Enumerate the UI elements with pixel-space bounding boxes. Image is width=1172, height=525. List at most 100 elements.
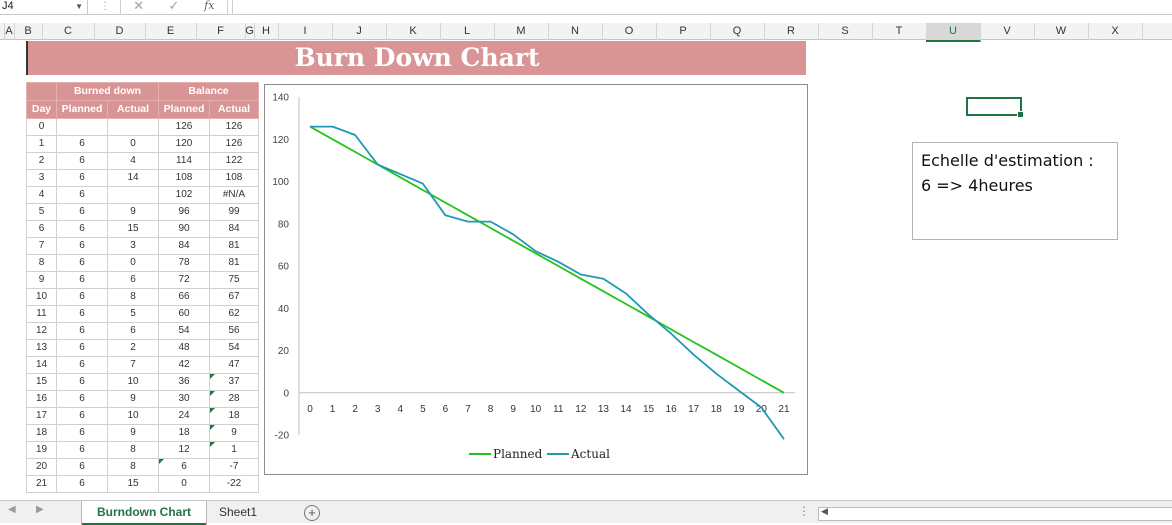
table-cell[interactable]: 37	[209, 373, 259, 391]
chevron-down-icon[interactable]: ▼	[75, 2, 83, 11]
table-cell[interactable]: 18	[209, 407, 259, 425]
table-cell[interactable]: 8	[107, 288, 159, 306]
table-cell[interactable]: 17	[26, 407, 57, 425]
table-cell[interactable]: 5	[107, 305, 159, 323]
header-burned-actual[interactable]: Actual	[107, 100, 159, 119]
header-day[interactable]: Day	[26, 100, 57, 119]
table-cell[interactable]: 6	[26, 220, 57, 238]
table-cell[interactable]: 6	[56, 475, 108, 493]
table-cell[interactable]: 8	[107, 441, 159, 459]
table-cell[interactable]: 81	[209, 237, 259, 255]
table-cell[interactable]: 75	[209, 271, 259, 289]
table-cell[interactable]: 1	[209, 441, 259, 459]
table-cell[interactable]: 15	[26, 373, 57, 391]
table-cell[interactable]: -22	[209, 475, 259, 493]
table-cell[interactable]: 6	[56, 237, 108, 255]
table-cell[interactable]: 6	[56, 390, 108, 408]
column-header-g[interactable]: G	[245, 23, 255, 40]
table-cell[interactable]: 14	[26, 356, 57, 374]
table-cell[interactable]: 0	[107, 135, 159, 153]
header-burned-planned[interactable]: Planned	[56, 100, 108, 119]
column-header-a[interactable]: A	[4, 23, 15, 40]
column-header-p[interactable]: P	[656, 23, 711, 40]
table-cell[interactable]: 21	[26, 475, 57, 493]
column-header-x[interactable]: X	[1088, 23, 1143, 40]
column-header-i[interactable]: I	[278, 23, 333, 40]
table-cell[interactable]: 108	[209, 169, 259, 187]
table-cell[interactable]: 84	[209, 220, 259, 238]
next-sheet-icon[interactable]: ▶	[36, 504, 44, 515]
table-cell[interactable]: 6	[107, 322, 159, 340]
table-cell[interactable]: 67	[209, 288, 259, 306]
header-empty-cell[interactable]	[26, 82, 57, 101]
table-cell[interactable]: 6	[56, 322, 108, 340]
table-cell[interactable]: 10	[26, 288, 57, 306]
table-cell[interactable]: 54	[209, 339, 259, 357]
table-cell[interactable]: 99	[209, 203, 259, 221]
table-cell[interactable]: 0	[26, 118, 57, 136]
table-cell[interactable]: 122	[209, 152, 259, 170]
table-cell[interactable]: 36	[158, 373, 210, 391]
table-cell[interactable]: 8	[107, 458, 159, 476]
table-cell[interactable]: 10	[107, 373, 159, 391]
table-cell[interactable]: 0	[107, 254, 159, 272]
table-cell[interactable]: 14	[107, 169, 159, 187]
sheet-tab-sheet1[interactable]: Sheet1	[218, 505, 258, 519]
table-cell[interactable]: 9	[26, 271, 57, 289]
table-cell[interactable]: 6	[107, 271, 159, 289]
enter-icon[interactable]: ✓	[168, 0, 180, 13]
table-cell[interactable]: 102	[158, 186, 210, 204]
name-box[interactable]: J4 ▼	[0, 0, 88, 14]
table-cell[interactable]: 0	[158, 475, 210, 493]
column-header-d[interactable]: D	[94, 23, 146, 40]
table-cell[interactable]	[107, 186, 159, 204]
table-cell[interactable]: 20	[26, 458, 57, 476]
table-cell[interactable]: 6	[56, 458, 108, 476]
table-cell[interactable]: 6	[56, 356, 108, 374]
table-cell[interactable]: 72	[158, 271, 210, 289]
table-cell[interactable]	[107, 118, 159, 136]
table-cell[interactable]: 6	[56, 203, 108, 221]
table-cell[interactable]: 62	[209, 305, 259, 323]
column-header-q[interactable]: Q	[710, 23, 765, 40]
table-cell[interactable]: 90	[158, 220, 210, 238]
column-header-v[interactable]: V	[980, 23, 1035, 40]
table-cell[interactable]: 15	[107, 220, 159, 238]
table-cell[interactable]: 126	[209, 118, 259, 136]
table-cell[interactable]: 6	[56, 186, 108, 204]
header-balance-planned[interactable]: Planned	[158, 100, 210, 119]
table-cell[interactable]: 78	[158, 254, 210, 272]
table-cell[interactable]: 54	[158, 322, 210, 340]
table-cell[interactable]: 16	[26, 390, 57, 408]
table-cell[interactable]: #N/A	[209, 186, 259, 204]
table-cell[interactable]: 81	[209, 254, 259, 272]
table-cell[interactable]: 6	[56, 220, 108, 238]
column-header-s[interactable]: S	[818, 23, 873, 40]
table-cell[interactable]: 4	[107, 152, 159, 170]
table-cell[interactable]: 48	[158, 339, 210, 357]
prev-sheet-icon[interactable]: ◀	[8, 504, 16, 515]
column-header-o[interactable]: O	[602, 23, 657, 40]
table-cell[interactable]: 6	[56, 135, 108, 153]
sheet-title-banner[interactable]: Burn Down Chart	[26, 41, 806, 75]
column-header-e[interactable]: E	[145, 23, 197, 40]
selected-cell[interactable]	[966, 97, 1024, 118]
scroll-left-icon[interactable]: ◀	[821, 506, 828, 516]
table-cell[interactable]: 13	[26, 339, 57, 357]
table-cell[interactable]	[56, 118, 108, 136]
table-cell[interactable]: 6	[56, 441, 108, 459]
column-header-f[interactable]: F	[196, 23, 246, 40]
table-cell[interactable]: 10	[107, 407, 159, 425]
table-cell[interactable]: 6	[56, 254, 108, 272]
table-cell[interactable]: 66	[158, 288, 210, 306]
horizontal-scrollbar[interactable]: ◀	[818, 506, 1172, 521]
table-cell[interactable]: 3	[107, 237, 159, 255]
tab-split-handle[interactable]: ⋮	[798, 504, 810, 518]
table-cell[interactable]: 6	[56, 169, 108, 187]
table-cell[interactable]: 2	[26, 152, 57, 170]
burndown-chart[interactable]: -20 0 20 40 60 80 100 120 140 0 1 2 3 4 5 6 7 8 9 10 11 12 13 1…	[264, 84, 808, 475]
table-cell[interactable]: 56	[209, 322, 259, 340]
column-header-w[interactable]: W	[1034, 23, 1089, 40]
table-cell[interactable]: 9	[107, 203, 159, 221]
table-cell[interactable]: 6	[56, 424, 108, 442]
